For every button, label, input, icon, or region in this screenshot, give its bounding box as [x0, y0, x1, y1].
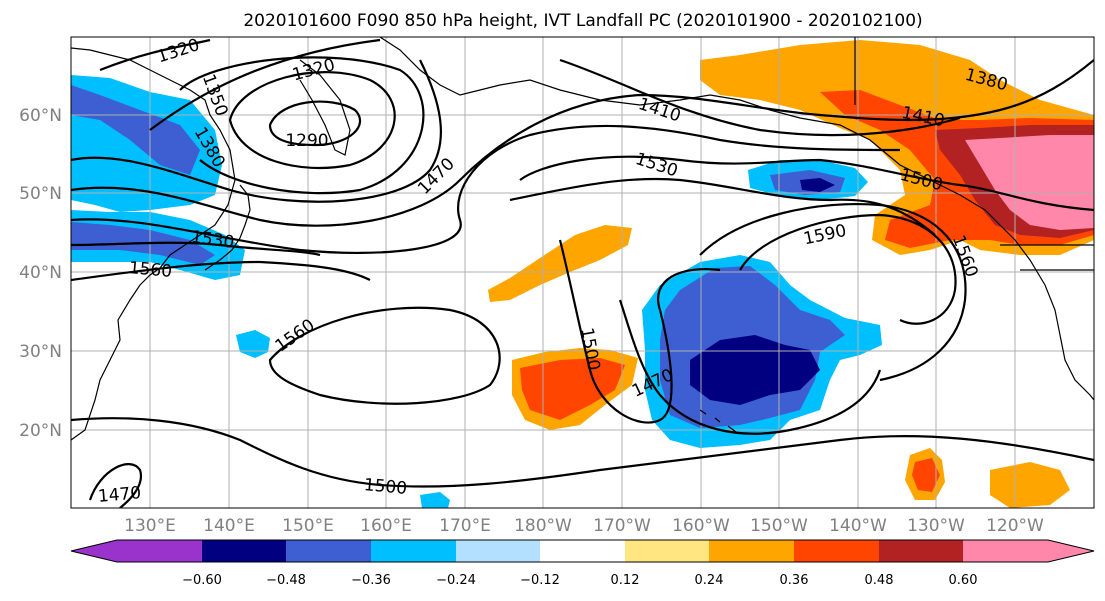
lat-label-20n: 20°N — [19, 421, 62, 441]
contour-1410 — [71, 59, 1094, 227]
lon-label-140w: 140°W — [829, 516, 887, 536]
colorbar-segment-6 — [625, 540, 709, 562]
lat-label-50n: 50°N — [19, 184, 62, 204]
lon-label-130w: 130°W — [907, 516, 965, 536]
lon-label-140e: 140°E — [203, 516, 255, 536]
colorbar-segment-9 — [879, 540, 963, 562]
contour-1560-high — [268, 306, 501, 405]
contour-1560-east — [699, 202, 967, 382]
lon-label-180w: 180°W — [514, 516, 572, 536]
colorbar-tick-labels: −0.60 −0.48 −0.36 −0.24 −0.12 0.12 0.24 … — [182, 573, 977, 588]
figure-title: 2020101600 F090 850 hPa height, IVT Land… — [243, 11, 922, 31]
colorbar-tick-label: 0.60 — [949, 573, 978, 588]
contour-label: 1560 — [128, 258, 173, 282]
contour-1500 — [519, 155, 1094, 212]
latitude-labels: 60°N 50°N 40°N 30°N 20°N — [19, 106, 62, 441]
map-panel: 1320 1320 1350 1380 1290 1410 1470 1530 … — [70, 35, 1095, 509]
lon-label-150w: 150°W — [750, 516, 808, 536]
map-frame — [70, 36, 1095, 509]
colorbar-segment-5 — [540, 540, 625, 562]
coast-north-america-border — [854, 37, 1094, 271]
colorbar-tick-label: −0.48 — [266, 573, 306, 588]
colorbar-segment-10b — [1048, 540, 1094, 562]
lon-label-120w: 120°W — [986, 516, 1044, 536]
lon-label-160e: 160°E — [360, 516, 412, 536]
contour-1470-south — [88, 463, 143, 508]
coastlines — [71, 37, 1094, 441]
contour-1590 — [739, 213, 957, 325]
colorbar-tick-label: 0.24 — [695, 573, 724, 588]
colorbar-segment-8 — [794, 540, 879, 562]
contour-1320-outer — [99, 38, 211, 72]
contour-label: 1470 — [97, 483, 142, 507]
lon-label-150e: 150°E — [282, 516, 334, 536]
lon-label-170e: 170°E — [439, 516, 491, 536]
colorbar-tick-label: −0.60 — [182, 573, 222, 588]
contour-1530-east — [509, 177, 936, 236]
contour-1350 — [179, 56, 425, 195]
contour-1380 — [71, 38, 442, 203]
lat-label-60n: 60°N — [19, 106, 62, 126]
colorbar-segment-4 — [456, 540, 540, 562]
colorbar-tick-label: 0.48 — [865, 573, 894, 588]
coast-alaska — [379, 37, 1094, 401]
coast-japan — [204, 184, 251, 271]
contour-1470-trough — [618, 299, 882, 435]
colorbar: −0.60 −0.48 −0.36 −0.24 −0.12 0.12 0.24 … — [70, 539, 1095, 588]
contour-1290 — [268, 100, 362, 147]
colorbar-segment-0b — [117, 540, 202, 562]
lon-label-130e: 130°E — [124, 516, 176, 536]
shade-pos-mexico — [990, 462, 1070, 508]
contour-label: 1500 — [363, 475, 408, 499]
contour-1500-south — [71, 417, 1094, 488]
shade-neg-central-core — [690, 335, 820, 405]
contour-1440 — [559, 58, 961, 137]
colorbar-tick-label: −0.24 — [436, 573, 476, 588]
colorbar-tick-label: 0.36 — [780, 573, 809, 588]
contour-label: 1290 — [285, 131, 328, 151]
colorbar-tick-label: −0.36 — [351, 573, 391, 588]
lon-label-170w: 170°W — [593, 516, 651, 536]
colorbar-segment-3 — [371, 540, 456, 562]
colorbar-tick-label: −0.12 — [520, 573, 560, 588]
contour-1500-trough — [558, 239, 721, 424]
coast-kamchatka — [299, 59, 351, 156]
colorbar-segment-1 — [202, 540, 286, 562]
longitude-labels: 130°E 140°E 150°E 160°E 170°E 180°W 170°… — [124, 516, 1044, 536]
colorbar-segment-2 — [286, 540, 371, 562]
contour-1470-north — [71, 124, 901, 254]
contour-1560-west — [71, 260, 371, 282]
colorbar-tick-label: 0.12 — [611, 573, 640, 588]
colorbar-segment-10 — [963, 540, 1048, 562]
shade-pos-subtropical-core — [520, 358, 625, 420]
colorbar-segment-0 — [71, 540, 117, 562]
shade-neg-eastern-dark — [800, 178, 835, 192]
shade-neg-small-south — [420, 492, 450, 508]
lat-label-30n: 30°N — [19, 342, 62, 362]
lat-label-40n: 40°N — [19, 263, 62, 283]
colorbar-outline — [70, 539, 1095, 563]
lon-label-160w: 160°W — [672, 516, 730, 536]
colorbar-segment-7 — [709, 540, 794, 562]
contour-1320-inner — [228, 71, 396, 170]
shade-pos-band-40n — [488, 225, 632, 302]
shade-neg-asia-north-core — [71, 85, 200, 175]
coast-asia — [71, 47, 236, 441]
contour-1530-west — [71, 241, 321, 257]
height-contours — [71, 38, 1094, 508]
shade-pos-hawaii-east-core — [912, 458, 940, 492]
coast-hawaii — [699, 409, 737, 433]
